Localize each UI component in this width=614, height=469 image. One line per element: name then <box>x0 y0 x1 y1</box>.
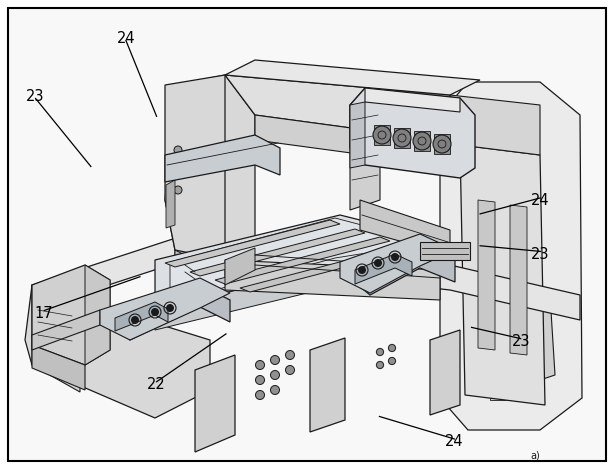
Text: 22: 22 <box>147 377 166 392</box>
Polygon shape <box>225 248 255 285</box>
Circle shape <box>391 253 399 261</box>
Circle shape <box>174 186 182 194</box>
Circle shape <box>271 371 279 379</box>
Circle shape <box>255 361 265 370</box>
Polygon shape <box>155 265 340 330</box>
Polygon shape <box>115 302 168 331</box>
Circle shape <box>255 376 265 385</box>
Circle shape <box>255 391 265 400</box>
Text: 24: 24 <box>531 193 550 208</box>
Polygon shape <box>394 128 410 148</box>
Polygon shape <box>25 285 210 418</box>
Polygon shape <box>32 235 580 320</box>
Circle shape <box>413 132 431 150</box>
Polygon shape <box>165 220 340 267</box>
Polygon shape <box>440 82 582 430</box>
Polygon shape <box>520 295 555 385</box>
Text: 23: 23 <box>26 89 45 104</box>
Polygon shape <box>468 200 510 310</box>
Circle shape <box>376 362 384 369</box>
Polygon shape <box>165 135 280 182</box>
Circle shape <box>374 259 382 267</box>
Polygon shape <box>225 75 470 140</box>
Polygon shape <box>355 254 412 284</box>
Polygon shape <box>175 250 235 285</box>
Text: 23: 23 <box>511 334 530 349</box>
Polygon shape <box>225 260 440 300</box>
Circle shape <box>358 266 366 274</box>
Polygon shape <box>225 60 480 95</box>
Circle shape <box>166 304 174 312</box>
Polygon shape <box>175 250 225 310</box>
Polygon shape <box>365 88 460 112</box>
Polygon shape <box>350 88 380 210</box>
Circle shape <box>286 365 295 375</box>
Text: 24: 24 <box>117 31 135 46</box>
Polygon shape <box>340 234 455 293</box>
Polygon shape <box>430 330 460 415</box>
Polygon shape <box>165 75 255 290</box>
Circle shape <box>131 316 139 324</box>
Text: 17: 17 <box>35 306 53 321</box>
Polygon shape <box>32 345 85 390</box>
Polygon shape <box>360 200 450 255</box>
Polygon shape <box>155 215 440 310</box>
Polygon shape <box>450 95 540 155</box>
Circle shape <box>271 356 279 364</box>
Polygon shape <box>32 310 80 392</box>
Circle shape <box>433 135 451 153</box>
Circle shape <box>376 348 384 356</box>
Polygon shape <box>240 245 415 292</box>
Text: 24: 24 <box>445 434 464 449</box>
Polygon shape <box>350 88 475 178</box>
Circle shape <box>393 129 411 147</box>
Polygon shape <box>310 338 345 432</box>
Circle shape <box>389 345 395 351</box>
Polygon shape <box>165 75 225 260</box>
Polygon shape <box>100 285 230 340</box>
Polygon shape <box>340 242 455 295</box>
Polygon shape <box>255 115 440 165</box>
Polygon shape <box>420 242 470 260</box>
Polygon shape <box>195 355 235 452</box>
Circle shape <box>286 350 295 360</box>
Polygon shape <box>32 265 110 365</box>
Polygon shape <box>460 145 545 405</box>
Polygon shape <box>32 310 100 350</box>
Polygon shape <box>510 205 527 355</box>
Polygon shape <box>350 102 365 168</box>
Circle shape <box>151 308 159 316</box>
Polygon shape <box>215 237 390 284</box>
Polygon shape <box>414 131 430 151</box>
Text: a): a) <box>530 450 540 460</box>
Polygon shape <box>478 200 495 350</box>
Polygon shape <box>490 130 530 400</box>
Polygon shape <box>434 134 450 154</box>
Circle shape <box>373 126 391 144</box>
Polygon shape <box>100 278 230 340</box>
Text: 23: 23 <box>531 247 550 262</box>
Polygon shape <box>166 180 175 228</box>
Polygon shape <box>85 265 110 365</box>
Circle shape <box>174 146 182 154</box>
Polygon shape <box>374 125 390 145</box>
Circle shape <box>271 386 279 394</box>
Circle shape <box>389 357 395 364</box>
Circle shape <box>174 166 182 174</box>
Polygon shape <box>190 229 365 276</box>
Polygon shape <box>170 218 430 302</box>
Polygon shape <box>32 290 130 338</box>
